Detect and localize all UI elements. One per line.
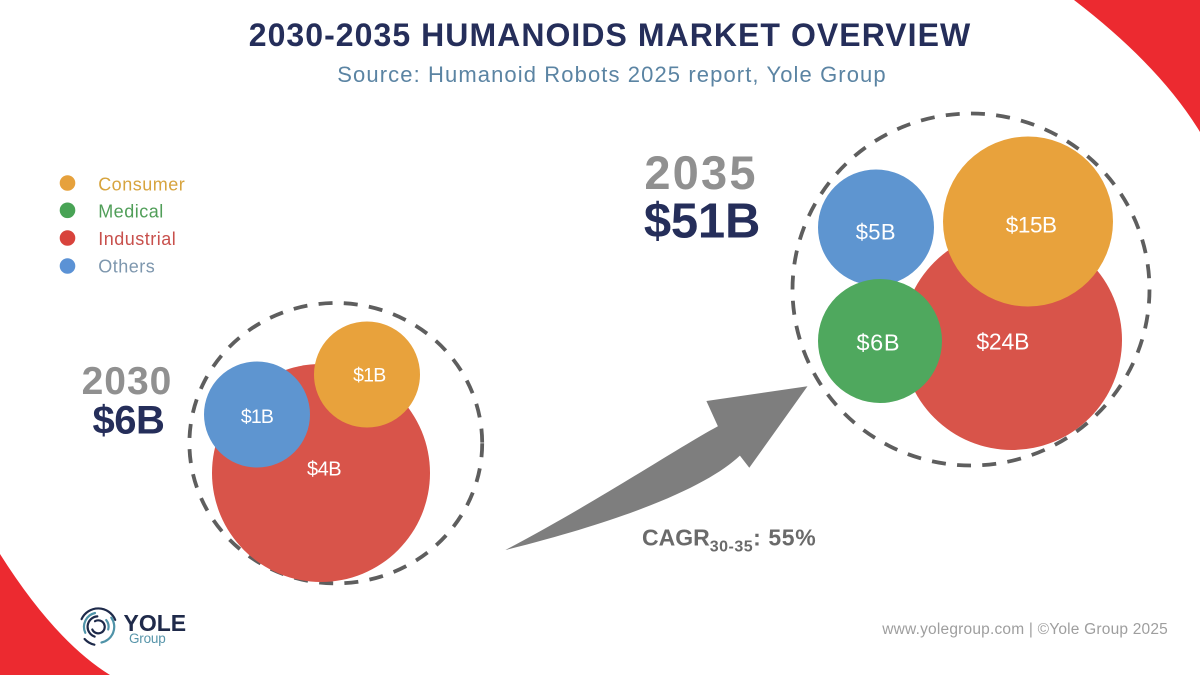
svg-text:Group: Group xyxy=(129,631,166,646)
svg-text:$6B: $6B xyxy=(93,399,165,443)
svg-text:2030-2035 HUMANOIDS MARKET OVE: 2030-2035 HUMANOIDS MARKET OVERVIEW xyxy=(249,17,972,53)
svg-text:$4B: $4B xyxy=(307,459,341,481)
svg-text:$5B: $5B xyxy=(856,220,896,245)
svg-text:YOLE: YOLE xyxy=(124,610,187,636)
svg-text:$51B: $51B xyxy=(644,195,760,249)
svg-text:Others: Others xyxy=(98,256,155,276)
svg-text:Medical: Medical xyxy=(98,201,164,221)
svg-text:$1B: $1B xyxy=(353,365,385,387)
svg-text:2030: 2030 xyxy=(82,360,173,403)
svg-text:Source: Humanoid Robots 2025 r: Source: Humanoid Robots 2025 report, Yol… xyxy=(337,62,886,87)
svg-text:Consumer: Consumer xyxy=(98,174,185,194)
svg-text:Industrial: Industrial xyxy=(98,229,176,249)
svg-text:CAGR30-35: 55%: CAGR30-35: 55% xyxy=(642,524,816,555)
svg-text:$1B: $1B xyxy=(241,406,273,428)
svg-text:$24B: $24B xyxy=(976,328,1029,354)
svg-text:www.yolegroup.com | ©Yole Grou: www.yolegroup.com | ©Yole Group 2025 xyxy=(881,621,1168,638)
svg-text:$6B: $6B xyxy=(856,330,900,356)
svg-text:2035: 2035 xyxy=(644,146,757,199)
svg-text:$15B: $15B xyxy=(1006,213,1057,238)
